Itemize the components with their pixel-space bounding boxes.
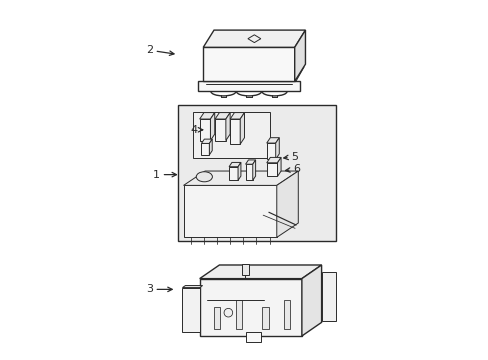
Polygon shape [199,279,301,336]
Bar [235,300,242,329]
Polygon shape [275,138,279,159]
Bar [178,105,335,241]
Polygon shape [277,157,281,176]
Polygon shape [203,47,294,81]
Text: 3: 3 [146,284,172,294]
Polygon shape [201,139,212,143]
Polygon shape [215,119,225,140]
Polygon shape [228,167,238,180]
Text: 2: 2 [145,45,174,55]
Polygon shape [301,265,321,336]
Polygon shape [210,113,214,140]
Bar [284,300,290,329]
Polygon shape [266,157,281,163]
Polygon shape [238,162,241,180]
Polygon shape [225,113,230,140]
Polygon shape [266,143,275,159]
Polygon shape [183,185,276,237]
Polygon shape [294,30,305,81]
Polygon shape [199,265,321,279]
Polygon shape [230,119,240,144]
Polygon shape [245,160,255,164]
Polygon shape [183,171,298,185]
Polygon shape [201,143,209,155]
Polygon shape [266,163,277,176]
Polygon shape [230,113,244,119]
Text: 1: 1 [153,170,176,180]
Circle shape [224,309,232,317]
Polygon shape [199,119,210,140]
Polygon shape [182,285,202,288]
Polygon shape [215,113,230,119]
Polygon shape [245,164,252,180]
Polygon shape [199,113,214,119]
Polygon shape [198,81,300,91]
Bar [262,307,268,329]
Bar [246,332,260,342]
Text: 4: 4 [190,125,203,135]
Polygon shape [266,138,279,143]
Polygon shape [240,113,244,144]
Polygon shape [276,171,298,237]
Polygon shape [203,30,305,47]
Polygon shape [228,162,241,167]
Polygon shape [209,139,212,155]
Bar [241,265,248,275]
Polygon shape [252,160,255,180]
Bar [192,112,269,158]
Text: 6: 6 [285,164,299,174]
Ellipse shape [196,172,212,182]
Polygon shape [321,272,335,320]
Bar [214,307,220,329]
Polygon shape [182,288,199,332]
Text: 5: 5 [283,152,298,162]
